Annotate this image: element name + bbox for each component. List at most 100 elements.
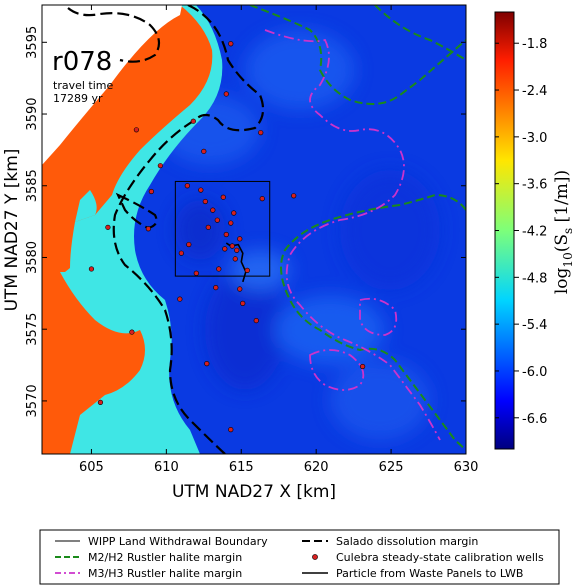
margins xyxy=(67,5,466,454)
well-marker xyxy=(291,193,297,199)
well-marker xyxy=(88,266,95,272)
x-axis-label: UTM NAD27 X [km] xyxy=(172,482,336,502)
y-tick-label: 3590 xyxy=(25,97,40,130)
travel-time-value: 17289 yr xyxy=(53,92,103,105)
m3h3-loop xyxy=(309,349,365,391)
well-marker xyxy=(223,231,229,238)
salado-margin xyxy=(112,5,265,454)
orange-lobe xyxy=(42,268,145,454)
m3h3-margin xyxy=(264,29,441,441)
well-marker xyxy=(204,361,210,367)
well-marker xyxy=(213,284,219,291)
well-marker xyxy=(129,329,135,335)
colorbar-tick-label: -6.0 xyxy=(522,365,547,380)
well-marker xyxy=(253,317,259,324)
salado-margin-top xyxy=(67,7,161,63)
well-marker xyxy=(193,270,199,276)
well-marker xyxy=(210,207,216,213)
legend-marker-wells xyxy=(312,554,318,560)
heatmap-field xyxy=(42,5,466,454)
well-marker xyxy=(202,198,208,205)
well-marker xyxy=(198,187,204,193)
well-marker xyxy=(244,267,250,273)
colorbar-label: log10(Ss [1/m]) xyxy=(552,170,575,294)
legend: WIPP Land Withdrawal Boundary Salado dis… xyxy=(39,529,560,585)
x-axis-ticks: 605 610 615 620 625 630 xyxy=(79,5,478,475)
well-marker xyxy=(228,41,234,47)
x-tick-label: 605 xyxy=(79,460,104,475)
well-marker xyxy=(237,286,243,292)
y-tick-label: 3575 xyxy=(25,313,40,346)
well-marker xyxy=(133,127,139,133)
legend-text-m3h3: M3/H3 Rustler halite margin xyxy=(88,567,242,580)
colorbar-tick-label: -5.4 xyxy=(522,318,547,333)
y-axis-ticks: 3570 3575 3580 3585 3590 3595 xyxy=(25,26,466,417)
well-marker xyxy=(105,224,111,230)
well-marker xyxy=(216,266,222,272)
salado-margin-loop xyxy=(115,192,158,230)
colorbar-label-open: (S xyxy=(552,234,572,252)
run-label: r078 xyxy=(52,47,112,77)
colorbar-label-log: log xyxy=(552,267,572,294)
well-marker xyxy=(228,427,234,433)
well-marker xyxy=(201,148,207,154)
x-tick-label: 615 xyxy=(229,460,254,475)
y-tick-label: 3570 xyxy=(25,384,40,417)
well-marker xyxy=(232,256,238,262)
colorbar-tick-label: -3.6 xyxy=(522,178,547,193)
m2h2-margin-top-right xyxy=(374,5,466,61)
well-marker xyxy=(97,399,104,405)
y-tick-label: 3595 xyxy=(25,26,40,59)
legend-text-salado: Salado dissolution margin xyxy=(336,535,478,548)
x-tick-label: 625 xyxy=(379,460,404,475)
legend-text-m2h2: M2/H2 Rustler halite margin xyxy=(88,551,242,564)
well-marker xyxy=(220,194,226,200)
m3h3-loop2 xyxy=(359,297,398,336)
well-marker xyxy=(190,118,196,124)
colorbar-tick-label: -1.8 xyxy=(522,37,547,52)
well-marker xyxy=(184,183,190,189)
x-tick-label: 630 xyxy=(454,460,479,475)
legend-frame xyxy=(39,529,560,585)
well-marker xyxy=(228,220,234,226)
plot-frame xyxy=(41,4,467,455)
well-marker xyxy=(177,296,183,302)
colorbar-tick-label: -4.8 xyxy=(522,271,547,286)
colorbar-tick-label: -3.0 xyxy=(522,131,547,146)
well-marker xyxy=(145,226,151,232)
colorbar-ticks: -1.8 -2.4 -3.0 -3.6 -4.2 -4.8 -5.4 -6.0 -6.6 xyxy=(495,37,547,427)
well-marker xyxy=(259,196,265,202)
travel-time-label: travel time xyxy=(53,79,113,92)
legend-text-wells: Culebra steady-state calibration wells xyxy=(336,551,544,564)
colorbar-label-base: 10 xyxy=(561,252,575,267)
m2h2-margin-lower xyxy=(280,193,466,451)
well-marker xyxy=(205,224,211,230)
y-axis-label: UTM NAD27 Y [km] xyxy=(2,149,22,312)
well-marker xyxy=(157,163,163,169)
m2h2-margin xyxy=(249,5,466,105)
no-data-region xyxy=(42,5,182,165)
colorbar-tick-label: -4.2 xyxy=(522,225,547,240)
legend-text-wipp: WIPP Land Withdrawal Boundary xyxy=(88,535,268,548)
y-tick-label: 3580 xyxy=(25,241,40,274)
y-tick-label: 3585 xyxy=(25,169,40,202)
well-marker xyxy=(148,188,154,195)
calibration-wells xyxy=(88,41,366,433)
well-marker xyxy=(237,236,243,242)
colorbar-tick-label: -6.6 xyxy=(522,412,547,427)
well-marker xyxy=(231,210,237,216)
well-marker xyxy=(178,250,184,256)
well-marker xyxy=(360,363,366,370)
colorbar-label-unit: [1/m]) xyxy=(552,170,572,228)
legend-text-particle: Particle from Waste Panels to LWB xyxy=(336,567,523,580)
x-tick-label: 610 xyxy=(154,460,179,475)
well-marker xyxy=(240,300,246,306)
well-marker xyxy=(186,241,192,248)
wipp-boundary xyxy=(174,180,271,277)
colorbar-label-sub: s xyxy=(561,228,575,234)
well-marker xyxy=(214,217,220,223)
well-marker xyxy=(229,243,235,249)
well-marker xyxy=(223,91,229,97)
x-tick-label: 620 xyxy=(304,460,329,475)
